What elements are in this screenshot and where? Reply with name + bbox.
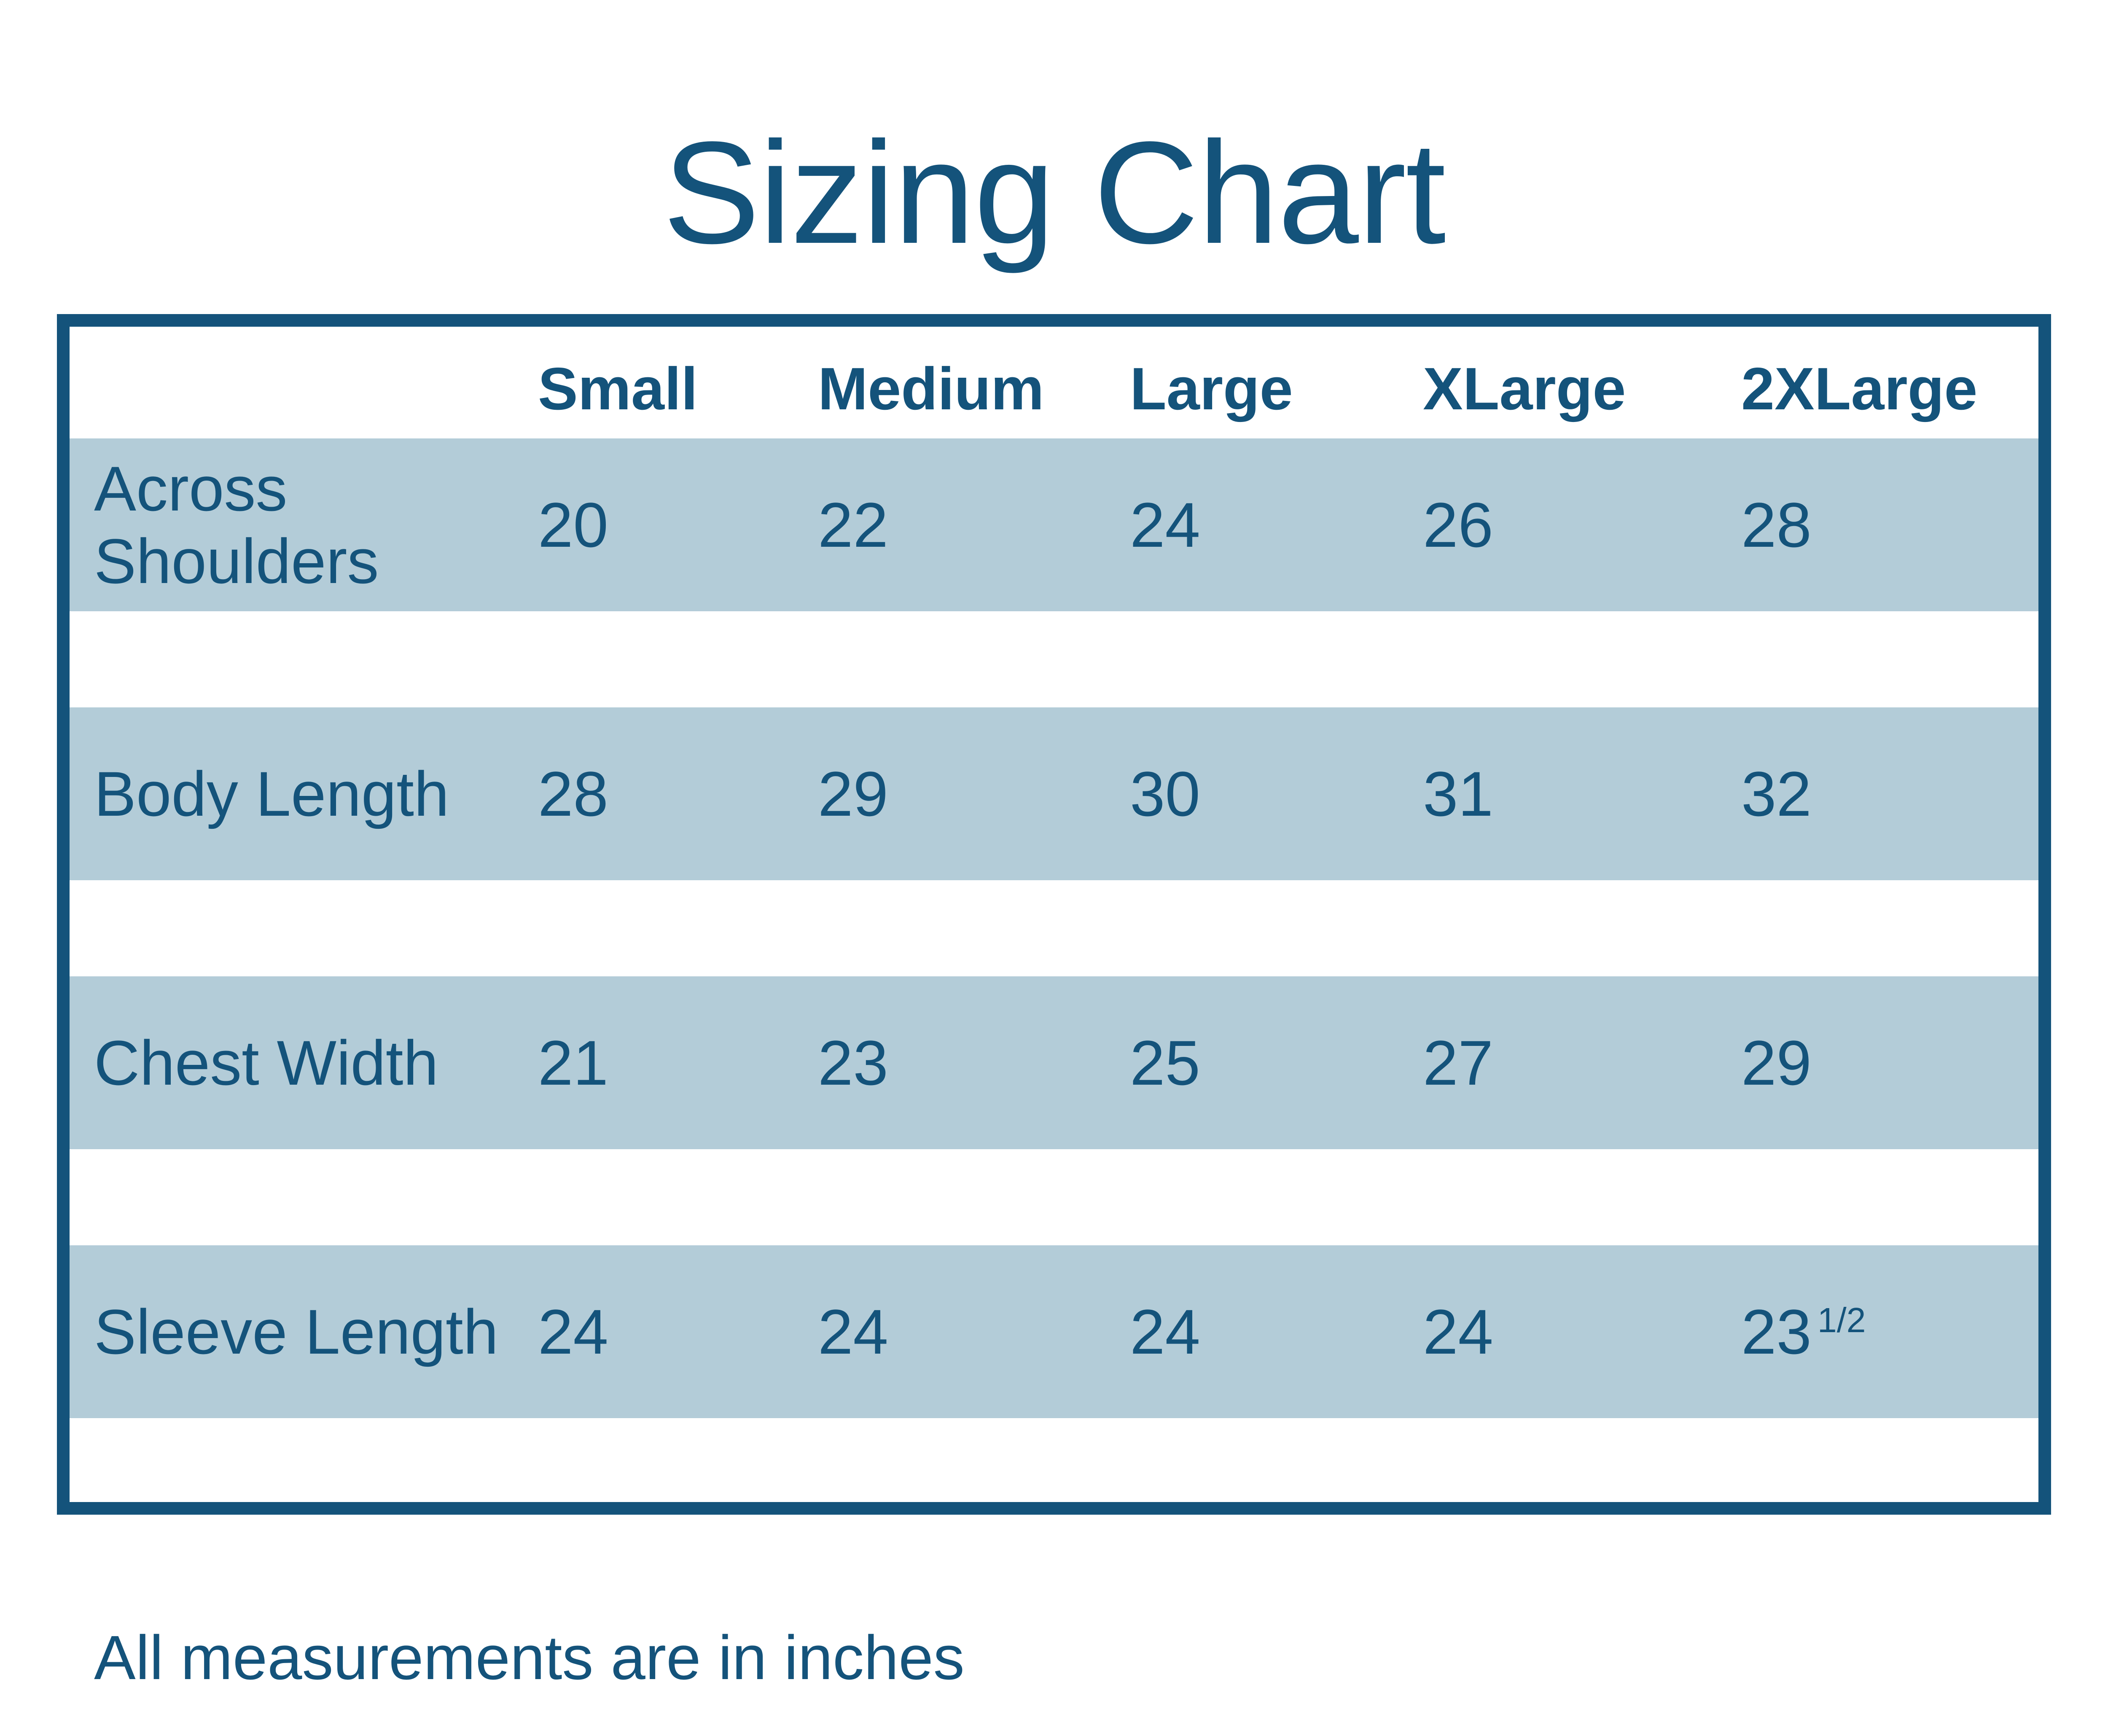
value-cell-sleeve-length-small: 24 [538, 1296, 608, 1367]
value-cell-chest-width-medium: 23 [818, 1027, 888, 1098]
value-cell-chest-width-2xlarge: 29 [1741, 1027, 1812, 1098]
value-cell-chest-width-xlarge: 27 [1423, 1027, 1493, 1098]
table-row-body-length: Body Length 28 29 30 31 32 [70, 707, 2038, 880]
value-cell-body-length-medium: 29 [818, 758, 888, 829]
value-cell-chest-width-small: 21 [538, 1027, 608, 1098]
sizing-table: Small Medium Large XLarge 2XLarge Across… [57, 314, 2051, 1515]
spacer-row [70, 1418, 2038, 1502]
row-label-body-length: Body Length [94, 758, 449, 829]
spacer-row [70, 1149, 2038, 1245]
spacer-row [70, 611, 2038, 707]
value-cell-across-shoulders-xlarge: 26 [1423, 489, 1493, 560]
value-cell-body-length-small: 28 [538, 758, 608, 829]
value-cell-body-length-xlarge: 31 [1423, 758, 1493, 829]
table-row-chest-width: Chest Width 21 23 25 27 29 [70, 976, 2038, 1149]
header-cell-medium: Medium [818, 355, 1044, 422]
table-row-across-shoulders: Across Shoulders 20 22 24 26 28 [70, 438, 2038, 611]
header-cell-2xlarge: 2XLarge [1741, 355, 1978, 422]
spacer-row [70, 880, 2038, 976]
header-cell-small: Small [538, 355, 698, 422]
header-cell-empty [70, 376, 538, 389]
value-cell-sleeve-length-2xlarge: 23 1/2 [1741, 1295, 2038, 1368]
table-row-sleeve-length: Sleeve Length 24 24 24 24 23 1/2 [70, 1245, 2038, 1418]
header-cell-large: Large [1130, 355, 1293, 422]
value-cell-across-shoulders-2xlarge: 28 [1741, 489, 1812, 560]
value-cell-sleeve-length-large: 24 [1130, 1296, 1200, 1367]
value-cell-sleeve-length-medium: 24 [818, 1296, 888, 1367]
value-cell-chest-width-large: 25 [1130, 1027, 1200, 1098]
sleeve-2xlarge-whole-number: 23 [1741, 1296, 1812, 1367]
value-cell-across-shoulders-large: 24 [1130, 489, 1200, 560]
page-title: Sizing Chart [663, 112, 1446, 274]
row-label-sleeve-length: Sleeve Length [94, 1296, 499, 1367]
sleeve-2xlarge-fraction: 1/2 [1817, 1301, 1866, 1340]
value-cell-body-length-2xlarge: 32 [1741, 758, 1812, 829]
value-cell-sleeve-length-xlarge: 24 [1423, 1296, 1493, 1367]
value-cell-across-shoulders-small: 20 [538, 489, 608, 560]
header-cell-xlarge: XLarge [1423, 355, 1626, 422]
row-label-chest-width: Chest Width [94, 1027, 438, 1098]
row-label-across-shoulders: Across Shoulders [94, 453, 379, 597]
value-cell-across-shoulders-medium: 22 [818, 489, 888, 560]
value-cell-body-length-large: 30 [1130, 758, 1200, 829]
table-header-row: Small Medium Large XLarge 2XLarge [70, 327, 2038, 438]
measurements-note: All measurements are in inches [94, 1623, 965, 1693]
